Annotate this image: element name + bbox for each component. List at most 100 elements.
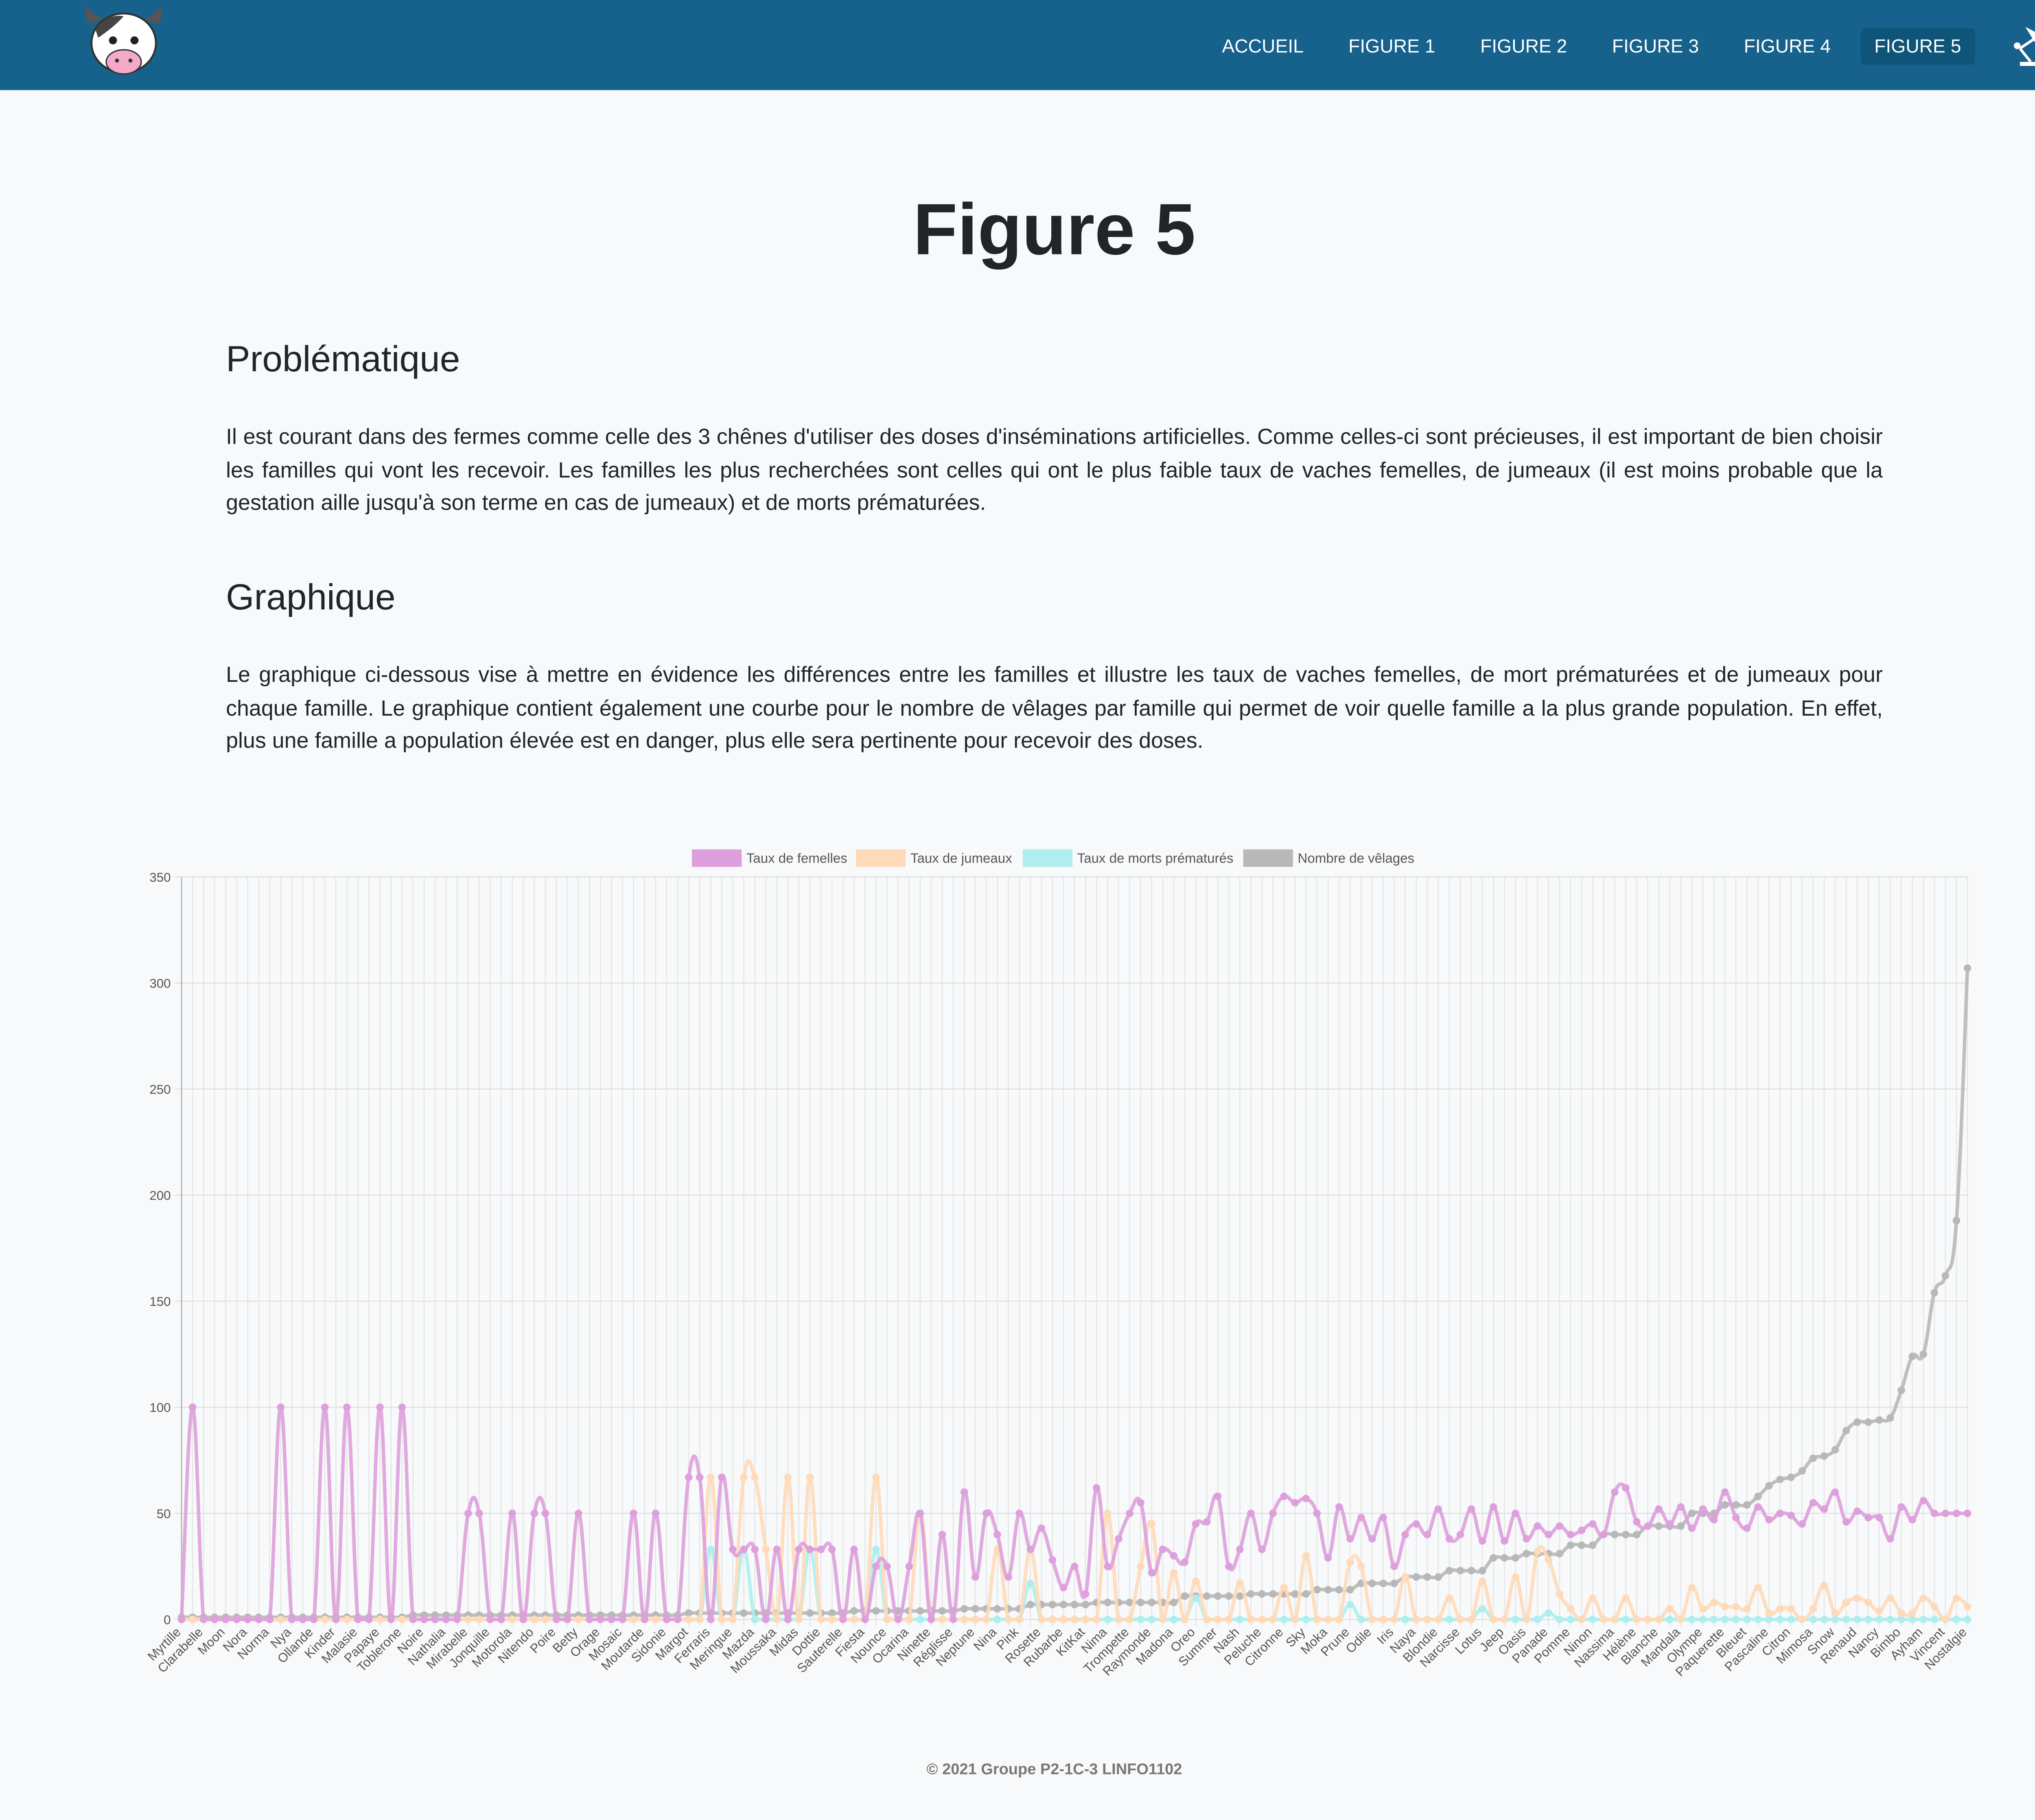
legend-label: Nombre de vêlages (1298, 851, 1414, 866)
y-tick-label: 350 (149, 870, 171, 885)
data-point (1445, 1616, 1453, 1623)
data-point (1379, 1579, 1387, 1587)
data-point (1688, 1616, 1696, 1623)
data-point (1875, 1513, 1883, 1522)
data-point (1401, 1531, 1409, 1539)
data-point (1126, 1616, 1133, 1623)
data-point (574, 1509, 582, 1517)
data-point (464, 1509, 472, 1517)
data-point (1787, 1511, 1795, 1520)
data-point (1743, 1616, 1751, 1623)
data-point (1886, 1594, 1894, 1602)
data-point (1137, 1562, 1144, 1570)
data-point (1181, 1592, 1189, 1600)
data-point (729, 1616, 737, 1623)
data-point (1523, 1535, 1530, 1543)
data-point (993, 1616, 1001, 1623)
x-tick-label: Odile (1343, 1625, 1374, 1656)
data-point (266, 1616, 274, 1623)
data-point (1192, 1577, 1200, 1585)
data-point (1269, 1509, 1277, 1517)
data-point (1941, 1509, 1950, 1517)
data-point (1126, 1509, 1133, 1517)
data-point (1743, 1524, 1751, 1532)
data-point (1589, 1520, 1597, 1528)
data-point (1236, 1579, 1244, 1587)
data-point (1490, 1616, 1497, 1623)
data-point (1148, 1569, 1155, 1577)
data-point (1534, 1548, 1541, 1555)
data-point (1611, 1488, 1619, 1496)
data-point (1787, 1473, 1795, 1481)
data-point (1004, 1616, 1012, 1623)
data-point (1357, 1513, 1365, 1522)
data-point (1864, 1513, 1872, 1522)
data-point (1313, 1586, 1321, 1594)
data-point (1578, 1527, 1586, 1534)
data-point (1655, 1522, 1663, 1530)
data-point (1897, 1386, 1905, 1394)
data-point (1070, 1601, 1079, 1609)
data-point (1523, 1550, 1530, 1557)
data-point (850, 1546, 858, 1553)
data-point (883, 1562, 891, 1570)
nav-link[interactable]: FIGURE 1 (1348, 35, 1435, 57)
data-point (1765, 1609, 1773, 1617)
data-point (1280, 1492, 1288, 1500)
data-point (1148, 1520, 1155, 1528)
legend-label: Taux de jumeaux (910, 851, 1012, 866)
data-point (740, 1609, 748, 1617)
data-point (1423, 1616, 1431, 1623)
data-point (1622, 1594, 1630, 1602)
data-point (255, 1616, 263, 1623)
data-point (1820, 1616, 1828, 1623)
data-point (1842, 1518, 1850, 1526)
x-tick-label: Nina (971, 1625, 1000, 1654)
data-point (1787, 1616, 1795, 1623)
data-point (960, 1616, 968, 1623)
nav-link[interactable]: ACCUEIL (1222, 35, 1304, 57)
data-point (1423, 1573, 1431, 1581)
data-point (1512, 1554, 1519, 1562)
data-point (1897, 1609, 1905, 1617)
data-point (1710, 1599, 1718, 1606)
data-point (795, 1616, 803, 1623)
data-point (1512, 1573, 1519, 1581)
data-point (365, 1616, 373, 1623)
nav-link[interactable]: FIGURE 4 (1744, 35, 1831, 57)
data-point (1853, 1418, 1861, 1426)
data-point (1390, 1562, 1398, 1570)
data-point (1754, 1583, 1762, 1592)
data-point (1952, 1509, 1961, 1517)
data-point (1875, 1416, 1883, 1424)
data-point (1258, 1546, 1266, 1553)
data-point (883, 1616, 891, 1623)
data-point (1048, 1601, 1057, 1609)
lamp-icon[interactable] (2007, 19, 2035, 72)
data-point (1335, 1503, 1343, 1511)
nav-link[interactable]: FIGURE 3 (1612, 35, 1699, 57)
data-point (1092, 1484, 1101, 1492)
data-point (751, 1546, 759, 1553)
data-point (784, 1473, 792, 1481)
data-point (806, 1473, 814, 1481)
data-point (1853, 1507, 1861, 1515)
data-point (1302, 1616, 1310, 1623)
data-point (1236, 1616, 1244, 1623)
data-point (1798, 1520, 1806, 1528)
data-point (563, 1616, 571, 1623)
data-point (1445, 1594, 1453, 1602)
data-point (1368, 1616, 1376, 1623)
data-point (1556, 1616, 1564, 1623)
data-point (1578, 1541, 1586, 1549)
nav-link[interactable]: FIGURE 2 (1480, 35, 1567, 57)
data-point (1346, 1586, 1354, 1594)
data-point (1291, 1590, 1299, 1598)
data-point (1688, 1509, 1696, 1517)
data-point (1886, 1414, 1894, 1422)
nav-link[interactable]: FIGURE 5 (1861, 28, 1975, 65)
logo[interactable] (77, 0, 171, 90)
data-point (1864, 1599, 1872, 1606)
data-point (1963, 1509, 1972, 1517)
